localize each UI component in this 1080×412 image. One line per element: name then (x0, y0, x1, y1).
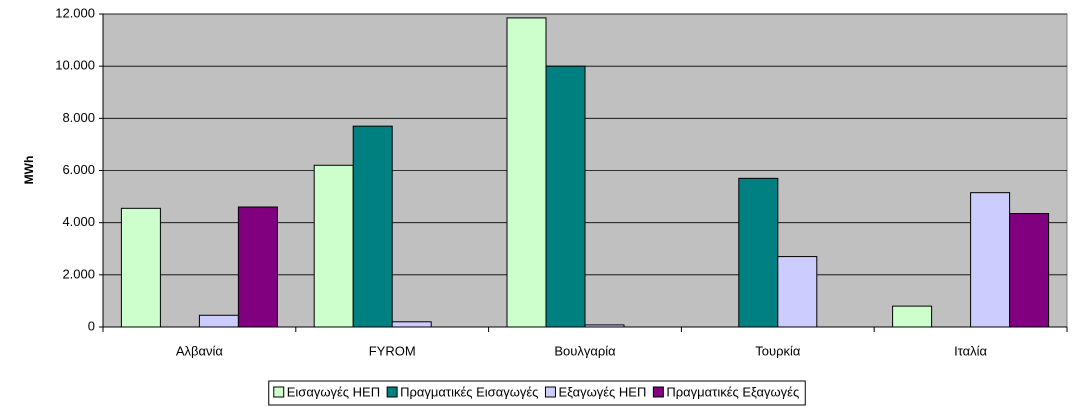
legend-label: Εξαγωγές ΗΕΠ (558, 384, 646, 399)
legend-label: Πραγματικές Εξαγωγές (666, 384, 799, 399)
bar (738, 177, 779, 328)
bar (391, 321, 432, 328)
legend-label: Πραγματικές Εισαγωγές (400, 384, 538, 399)
bar (198, 314, 239, 328)
y-tick-label: 4.000 (62, 214, 95, 229)
x-tick-label: Βουλγαρία (554, 343, 616, 358)
bar (506, 17, 547, 328)
y-tick-label: 10.000 (55, 58, 95, 73)
bar (352, 125, 393, 328)
y-tick-label: 8.000 (62, 110, 95, 125)
x-tick-label: Τουρκία (755, 343, 801, 358)
y-axis-label: MWh (22, 156, 36, 185)
legend-swatch (273, 386, 285, 398)
x-tick-label: FYROM (369, 343, 416, 358)
bar (545, 65, 586, 328)
legend-swatch (544, 386, 556, 398)
bar (313, 164, 354, 328)
bar (892, 305, 933, 328)
legend-swatch (386, 386, 398, 398)
bar (970, 192, 1011, 328)
bar (777, 256, 818, 328)
bar (1009, 213, 1050, 328)
bar (120, 207, 161, 328)
y-tick-label: 2.000 (62, 266, 95, 281)
y-tick-label: 6.000 (62, 162, 95, 177)
legend-box (268, 380, 806, 406)
x-tick-label: Αλβανία (176, 343, 224, 358)
bar (237, 206, 278, 328)
y-tick-label: 0 (88, 318, 95, 333)
x-tick-label: Ιταλία (954, 343, 987, 358)
legend-swatch (652, 386, 664, 398)
y-tick-label: 12.000 (55, 5, 95, 20)
legend-label: Εισαγωγές ΗΕΠ (287, 384, 380, 399)
legend: Εισαγωγές ΗΕΠ Πραγματικές Εισαγωγές Εξαγωγ… (268, 380, 806, 406)
